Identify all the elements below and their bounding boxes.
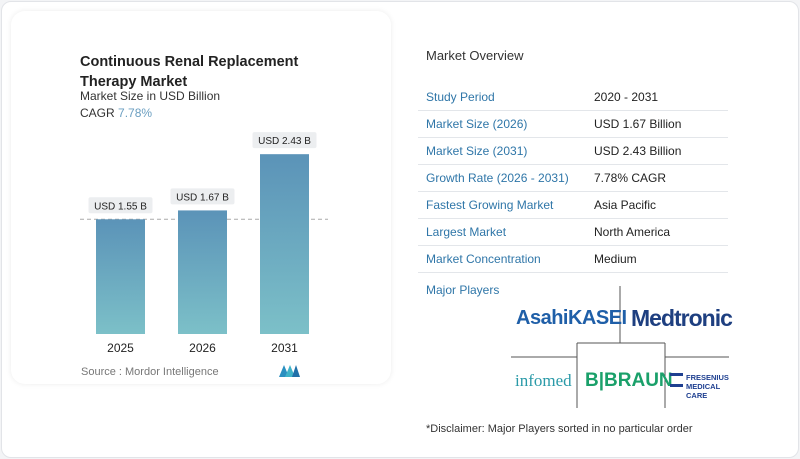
row-value: North America [594, 225, 671, 239]
overview-row: Market Size (2031) USD 2.43 Billion [418, 138, 728, 165]
row-label: Fastest Growing Market [426, 198, 554, 212]
data-label: USD 1.55 B [94, 201, 147, 212]
logo-infomed: infomed [515, 371, 572, 390]
bar-2031 [260, 154, 309, 334]
data-label: USD 2.43 B [258, 136, 311, 147]
major-players-heading: Major Players [426, 283, 500, 297]
row-label: Market Size (2031) [426, 144, 528, 158]
row-label: Largest Market [426, 225, 507, 239]
logo-asahi-kasei: AsahiKASEI [516, 307, 627, 329]
row-label: Market Size (2026) [426, 117, 528, 131]
x-tick-label: 2031 [271, 341, 298, 355]
logo-medtronic: Medtronic [631, 305, 733, 331]
overview-row: Market Concentration Medium [418, 246, 728, 273]
x-tick-label: 2026 [189, 341, 216, 355]
row-value: USD 2.43 Billion [594, 144, 682, 158]
cagr-value: 7.78% [118, 106, 153, 120]
cagr-label: CAGR [80, 106, 115, 120]
chart-title: Continuous Renal Replacement Therapy Mar… [80, 54, 299, 90]
overview-row: Study Period 2020 - 2031 [418, 84, 728, 111]
overview-row: Fastest Growing Market Asia Pacific [418, 192, 728, 219]
overview-row: Market Size (2026) USD 1.67 Billion [418, 111, 728, 138]
data-label-bg [88, 197, 153, 214]
x-tick-label: 2025 [107, 341, 134, 355]
bar-chart: USD 1.55 B 2025 USD 1.67 B 2026 USD 2.43 B 20… [80, 132, 328, 355]
bar-2026 [178, 210, 227, 334]
logo-bbraun: B|BRAUN [585, 370, 673, 391]
overview-row: Growth Rate (2026 - 2031) 7.78% CAGR [418, 165, 728, 192]
overview-heading: Market Overview [426, 48, 524, 63]
row-label: Market Concentration [426, 252, 541, 266]
row-value: Asia Pacific [594, 198, 657, 212]
chart-subtitle: Market Size in USD Billion [80, 89, 221, 103]
data-label-bg [170, 188, 235, 205]
logo-fresenius: FRESENIUS MEDICAL CARE [686, 373, 729, 400]
row-value: Medium [594, 252, 637, 266]
cagr: CAGR 7.78% [80, 106, 152, 120]
fresenius-emblem-icon [670, 373, 683, 387]
bar-2025 [96, 219, 145, 334]
row-value: 2020 - 2031 [594, 90, 659, 104]
row-value: 7.78% CAGR [594, 171, 667, 185]
row-value: USD 1.67 Billion [594, 117, 682, 131]
disclaimer: *Disclaimer: Major Players sorted in no … [426, 423, 693, 435]
overview-row: Largest Market North America [418, 219, 728, 246]
data-label-bg [252, 132, 317, 149]
source: Source : Mordor Intelligence [81, 366, 219, 378]
row-label: Study Period [426, 90, 495, 104]
row-label: Growth Rate (2026 - 2031) [426, 171, 569, 185]
data-label: USD 1.67 B [176, 192, 229, 203]
